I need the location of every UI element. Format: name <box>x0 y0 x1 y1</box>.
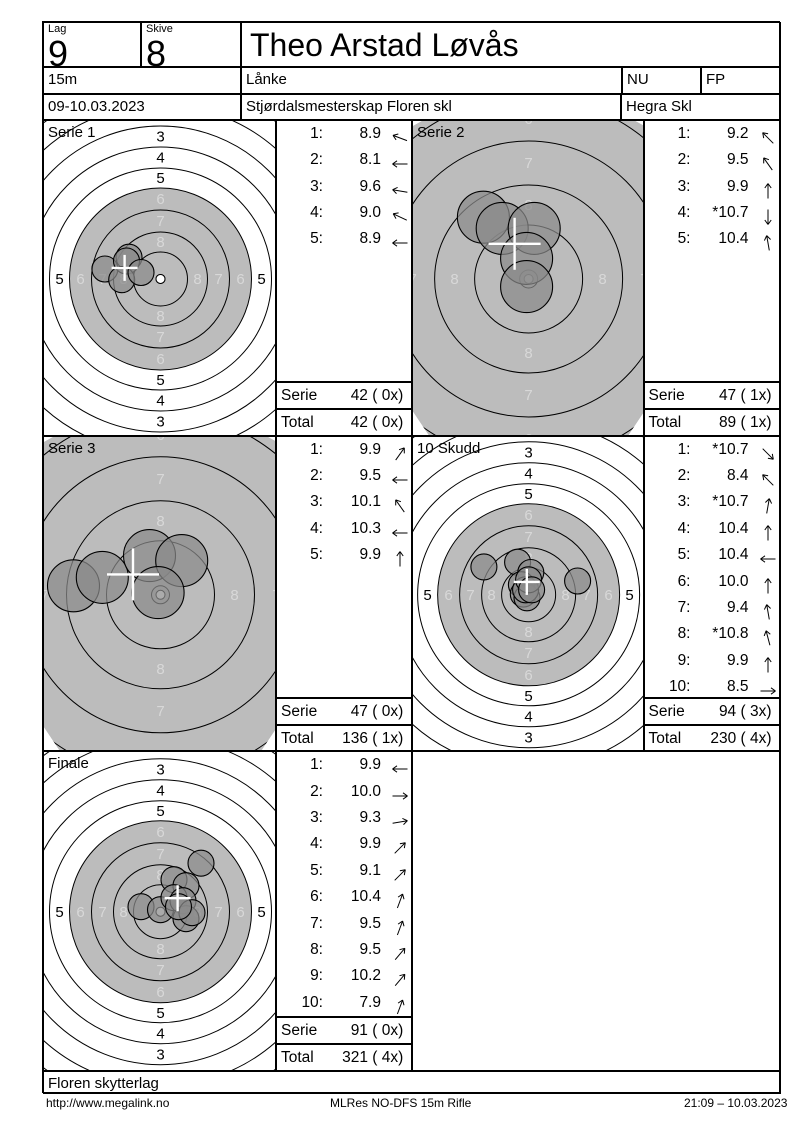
svg-text:7: 7 <box>156 329 164 346</box>
svg-text:7: 7 <box>525 529 533 546</box>
svg-text:5: 5 <box>626 587 634 604</box>
svg-text:7: 7 <box>156 962 164 979</box>
svg-text:7: 7 <box>525 387 533 404</box>
svg-text:7: 7 <box>525 645 533 662</box>
svg-text:8: 8 <box>525 345 533 362</box>
svg-text:7: 7 <box>98 904 106 921</box>
svg-text:3: 3 <box>156 128 164 145</box>
svg-text:4: 4 <box>525 465 533 482</box>
svg-text:5: 5 <box>156 1005 164 1022</box>
svg-text:7: 7 <box>156 846 164 863</box>
svg-text:5: 5 <box>424 587 432 604</box>
svg-text:6: 6 <box>525 121 533 128</box>
svg-text:Serie 1: Serie 1 <box>48 124 95 141</box>
svg-text:6: 6 <box>525 507 533 524</box>
svg-text:7: 7 <box>214 271 222 288</box>
svg-text:10 Skudd: 10 Skudd <box>417 440 480 457</box>
svg-text:6: 6 <box>236 904 244 921</box>
svg-text:5: 5 <box>525 486 533 503</box>
svg-text:8: 8 <box>156 513 164 530</box>
svg-text:Serie 2: Serie 2 <box>417 124 464 141</box>
svg-text:8: 8 <box>156 308 164 325</box>
svg-text:6: 6 <box>525 667 533 684</box>
svg-text:4: 4 <box>156 783 164 800</box>
svg-text:6: 6 <box>236 271 244 288</box>
svg-text:5: 5 <box>257 271 265 288</box>
svg-text:6: 6 <box>156 824 164 841</box>
svg-text:8: 8 <box>156 234 164 251</box>
svg-text:5: 5 <box>257 904 265 921</box>
svg-text:7: 7 <box>214 904 222 921</box>
svg-text:6: 6 <box>156 351 164 368</box>
svg-text:8: 8 <box>599 271 607 288</box>
svg-text:3: 3 <box>156 413 164 430</box>
svg-text:6: 6 <box>156 191 164 208</box>
svg-text:6: 6 <box>76 904 84 921</box>
svg-text:6: 6 <box>156 437 164 444</box>
svg-text:4: 4 <box>525 708 533 725</box>
svg-text:7: 7 <box>413 271 417 288</box>
svg-text:3: 3 <box>156 1047 164 1064</box>
svg-text:4: 4 <box>156 149 164 166</box>
svg-text:5: 5 <box>156 803 164 820</box>
svg-text:8: 8 <box>156 661 164 678</box>
svg-text:5: 5 <box>156 170 164 187</box>
svg-text:8: 8 <box>119 904 127 921</box>
svg-text:8: 8 <box>230 587 238 604</box>
svg-text:3: 3 <box>156 762 164 779</box>
svg-text:7: 7 <box>525 155 533 172</box>
svg-text:Serie 3: Serie 3 <box>48 440 95 457</box>
svg-text:8: 8 <box>451 271 459 288</box>
svg-text:8: 8 <box>525 624 533 641</box>
svg-text:4: 4 <box>156 1026 164 1043</box>
svg-text:6: 6 <box>445 587 453 604</box>
svg-text:7: 7 <box>156 213 164 230</box>
svg-text:7: 7 <box>156 471 164 488</box>
svg-text:5: 5 <box>55 904 63 921</box>
svg-text:6: 6 <box>605 587 613 604</box>
svg-text:5: 5 <box>156 372 164 389</box>
svg-text:3: 3 <box>525 729 533 746</box>
svg-text:8: 8 <box>156 941 164 958</box>
svg-text:8: 8 <box>488 587 496 604</box>
svg-text:3: 3 <box>525 444 533 461</box>
svg-text:6: 6 <box>156 984 164 1001</box>
svg-text:4: 4 <box>156 392 164 409</box>
svg-text:7: 7 <box>156 703 164 720</box>
svg-text:6: 6 <box>76 271 84 288</box>
svg-text:8: 8 <box>193 271 201 288</box>
svg-text:5: 5 <box>525 688 533 705</box>
svg-text:7: 7 <box>467 587 475 604</box>
svg-text:5: 5 <box>55 271 63 288</box>
svg-text:Finale: Finale <box>48 755 89 772</box>
